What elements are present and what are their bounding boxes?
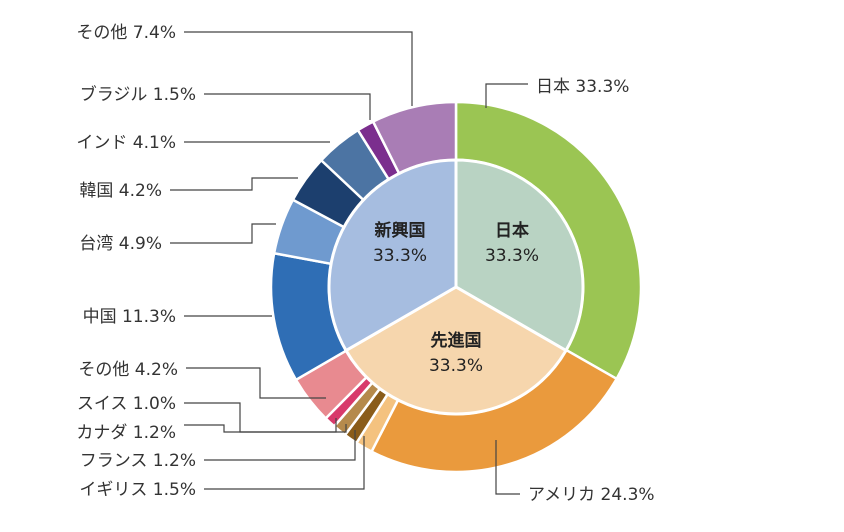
outer-label-1: アメリカ 24.3% (528, 485, 655, 505)
outer-label-2: イギリス 1.5% (79, 480, 196, 500)
leader-line-5 (184, 402, 337, 433)
outer-label-3: フランス 1.2% (80, 451, 196, 471)
leader-line-6 (186, 367, 326, 399)
outer-label-11: ブラジル 1.5% (80, 84, 196, 105)
leader-line-8 (170, 223, 276, 244)
outer-label-0: 日本 33.3% (536, 77, 629, 97)
inner-slice-1 (343, 285, 569, 416)
inner-label-name-0: 日本 (495, 220, 529, 241)
inner-slice-0 (454, 158, 585, 353)
outer-labels: 日本 33.3% アメリカ 24.3% イギリス 1.5% フランス 1.2% カナダ … (76, 23, 654, 505)
leader-line-11 (204, 93, 371, 120)
leader-line-12 (184, 31, 413, 106)
outer-label-4: カナダ 1.2% (76, 423, 176, 443)
leader-line-9 (170, 177, 298, 191)
inner-label-percent-1: 33.3% (429, 356, 483, 376)
inner-slice-2 (327, 158, 458, 353)
leader-line-1 (495, 440, 520, 495)
inner-label-percent-2: 33.3% (373, 246, 427, 266)
leader-line-3 (204, 430, 356, 461)
outer-label-12: その他 7.4% (76, 23, 176, 43)
outer-label-10: インド 4.1% (76, 133, 176, 153)
leader-line-2 (204, 436, 365, 490)
leader-lines (170, 31, 528, 495)
inner-label-name-1: 先進国 (431, 330, 482, 351)
leader-line-4 (184, 424, 347, 433)
outer-label-5: スイス 1.0% (77, 394, 176, 414)
inner-labels: 日本 33.3% 先進国 33.3% 新興国 33.3% (373, 220, 539, 376)
inner-label-percent-0: 33.3% (485, 246, 539, 266)
inner-ring (327, 158, 585, 416)
outer-label-8: 台湾 4.9% (79, 234, 162, 254)
outer-label-9: 韓国 4.2% (79, 181, 162, 201)
inner-label-name-2: 新興国 (375, 220, 426, 241)
outer-label-7: 中国 11.3% (83, 307, 176, 327)
leader-line-0 (485, 83, 528, 108)
outer-label-6: その他 4.2% (78, 360, 178, 380)
